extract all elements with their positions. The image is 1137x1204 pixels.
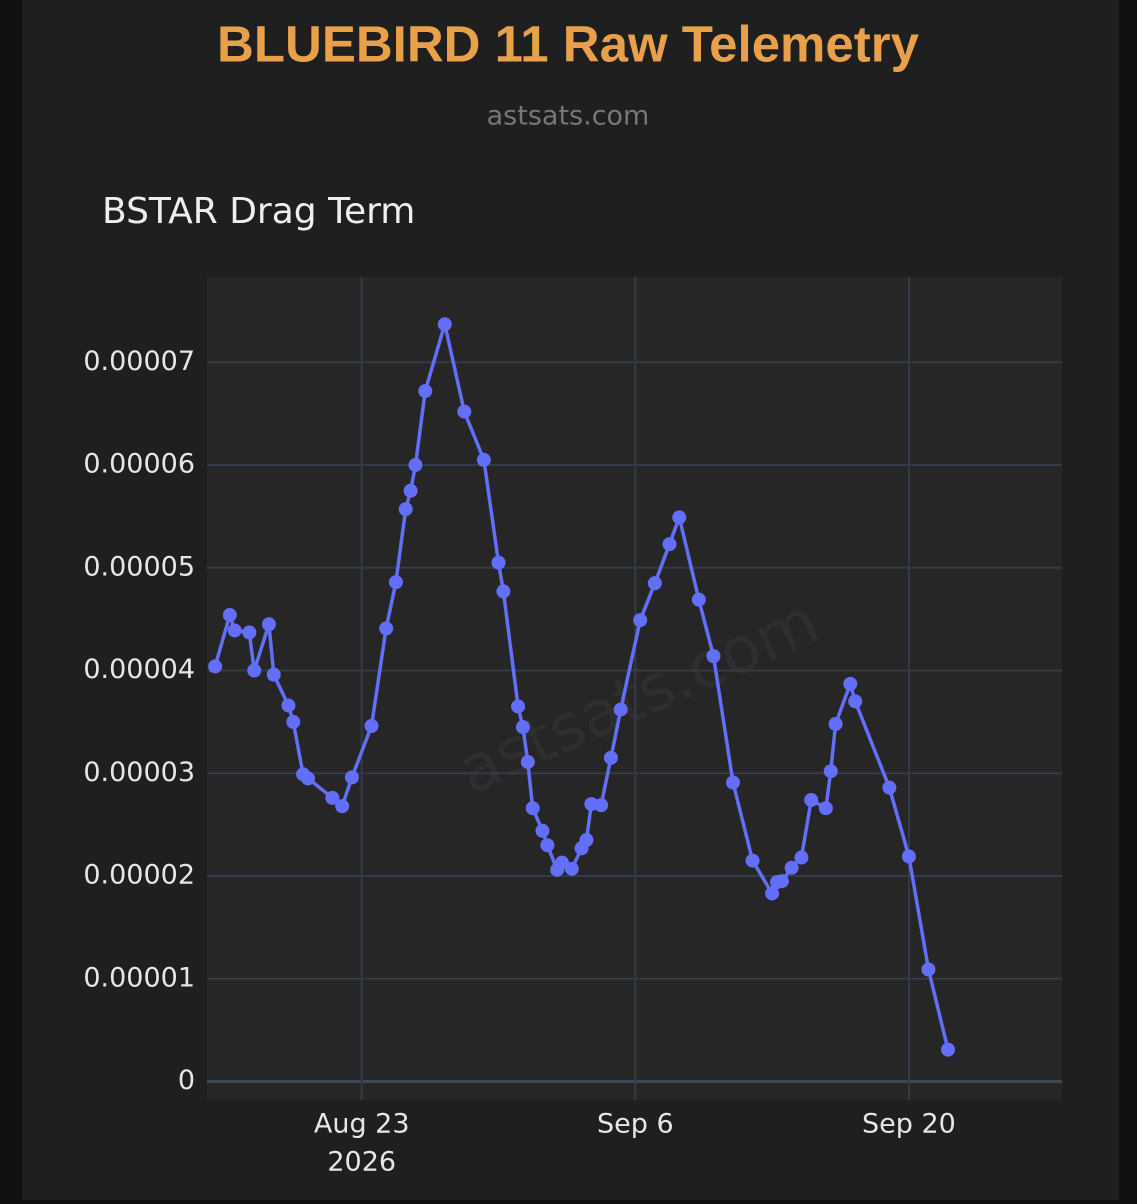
point: [398, 502, 413, 517]
x-tick-label: Aug 23: [314, 1109, 410, 1140]
point: [388, 575, 403, 590]
point: [242, 625, 257, 640]
point: [496, 584, 511, 599]
point: [843, 676, 858, 691]
point: [227, 623, 242, 638]
point: [418, 384, 433, 399]
point: [540, 838, 555, 853]
point: [603, 750, 618, 765]
point: [515, 720, 530, 735]
point: [804, 792, 819, 807]
x-tick-label: 2026: [327, 1147, 396, 1178]
point: [726, 775, 741, 790]
point: [408, 458, 423, 473]
plot-data: [208, 317, 955, 1057]
point: [745, 853, 760, 868]
point: [281, 698, 296, 713]
point: [344, 770, 359, 785]
point: [594, 798, 609, 813]
point: [794, 850, 809, 865]
point: [647, 576, 662, 591]
point: [784, 860, 799, 875]
point: [882, 780, 897, 795]
y-tick-label: 0.00005: [83, 551, 195, 582]
y-tick-label: 0.00006: [83, 449, 195, 480]
y-tick-label: 0: [178, 1065, 195, 1096]
point: [633, 613, 648, 628]
point: [818, 801, 833, 816]
point: [511, 699, 526, 714]
point: [691, 592, 706, 607]
y-tick-label: 0.00003: [83, 757, 195, 788]
point: [941, 1042, 955, 1057]
point: [208, 659, 223, 674]
point: [222, 608, 237, 623]
point: [261, 617, 276, 632]
line: [213, 322, 950, 1051]
point: [457, 404, 472, 419]
y-tick-label: 0.00004: [83, 654, 195, 685]
point: [247, 663, 262, 678]
point: [579, 833, 594, 848]
x-tick-label: Sep 6: [597, 1109, 674, 1140]
chart-title: BSTAR Drag Term: [102, 191, 415, 232]
point: [823, 764, 838, 779]
point: [491, 555, 506, 570]
point: [364, 719, 379, 734]
point: [335, 799, 350, 814]
y-tick-label: 0.00007: [83, 346, 195, 377]
point: [300, 771, 315, 786]
point: [613, 702, 628, 717]
point: [706, 649, 721, 664]
point: [662, 537, 677, 552]
point: [525, 801, 540, 816]
x-tick-label: Sep 20: [862, 1109, 956, 1140]
point: [828, 716, 843, 731]
point: [476, 452, 491, 467]
y-tick-label: 0.00002: [83, 860, 195, 891]
point: [901, 849, 916, 864]
point: [266, 667, 281, 682]
y-tick-label: 0.00001: [83, 962, 195, 993]
point: [564, 861, 579, 876]
point: [774, 874, 789, 889]
point: [672, 510, 687, 525]
point: [437, 317, 452, 332]
point: [286, 714, 301, 729]
point: [325, 790, 340, 805]
point: [765, 886, 780, 901]
point: [535, 823, 550, 838]
point: [379, 621, 394, 636]
point: [520, 754, 535, 769]
page-title: BLUEBIRD 11 Raw Telemetry: [217, 15, 920, 72]
page-subtitle: astsats.com: [487, 101, 650, 132]
point: [848, 694, 863, 709]
point: [403, 483, 418, 498]
point: [921, 962, 936, 977]
